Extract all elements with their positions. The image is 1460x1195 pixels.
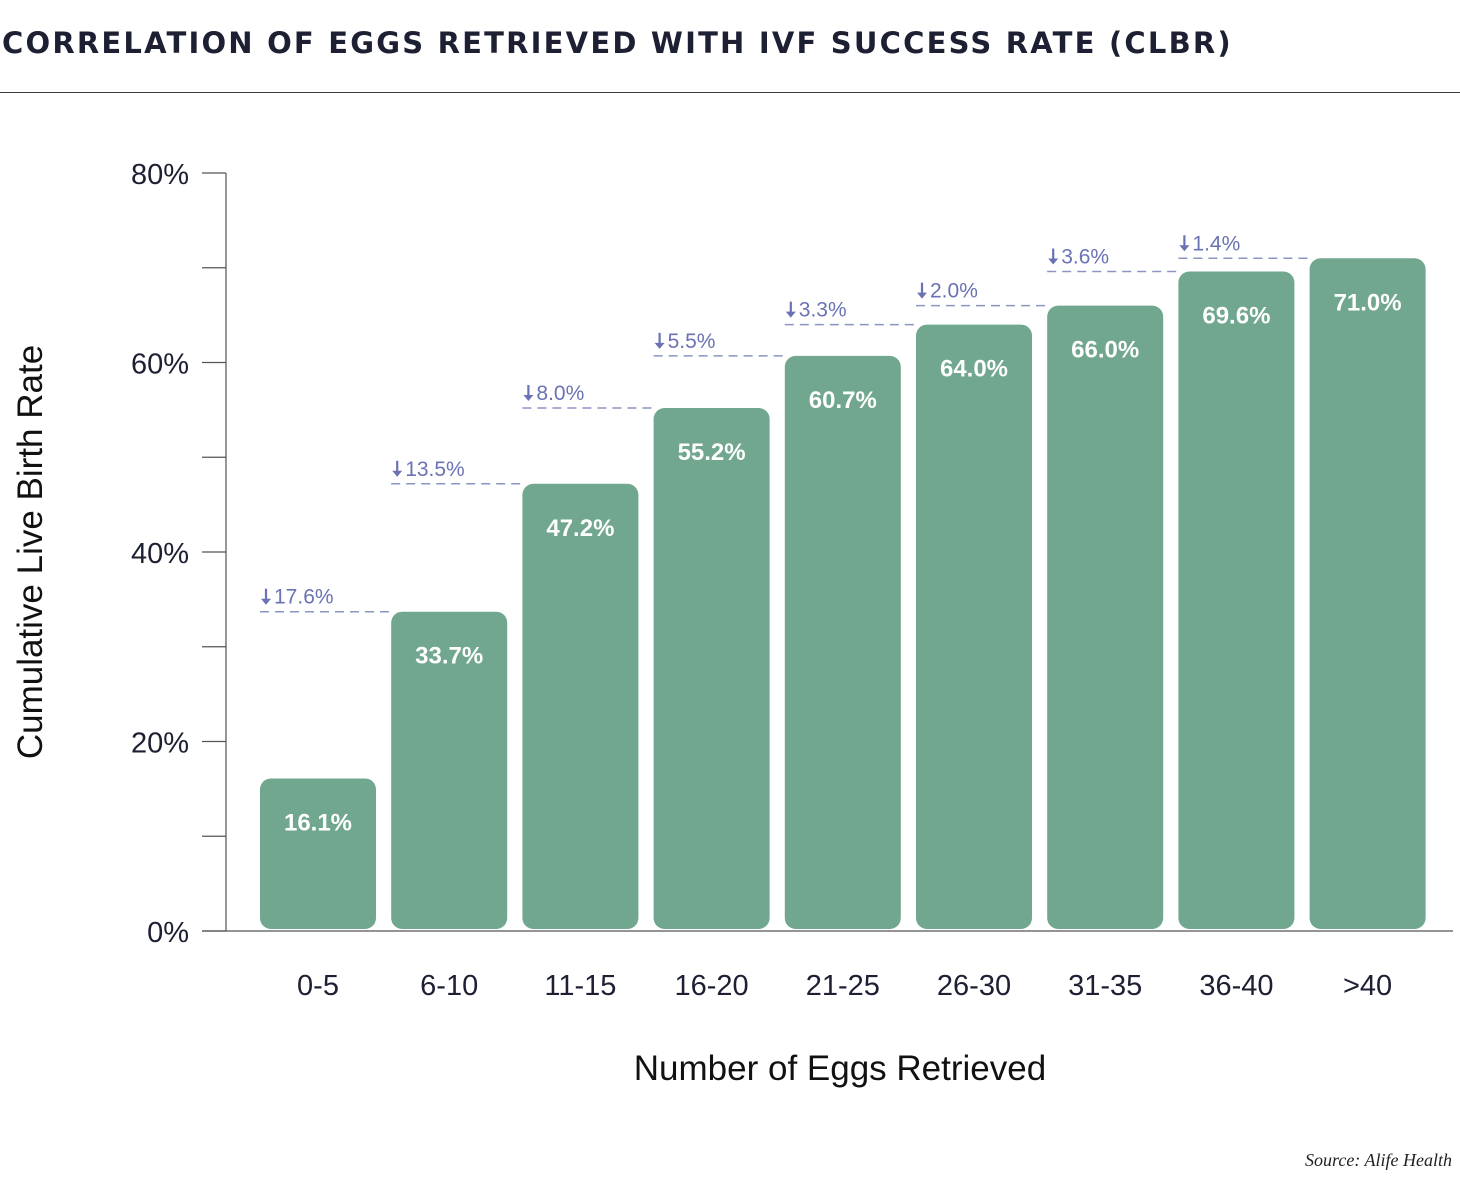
down-arrow-icon — [392, 460, 403, 477]
bars: 16.1% 33.7% 47.2% 55.2% 60.7% 64.0% 66.0% 69.6%… — [260, 258, 1426, 930]
bar-value-label: 55.2% — [678, 439, 746, 466]
bar-0-5 — [260, 778, 376, 929]
x-tick-label: 21-25 — [806, 970, 880, 1002]
down-arrow-icon — [1048, 248, 1059, 265]
bar-value-label: 16.1% — [284, 809, 352, 836]
gap-annotation-label: 13.5% — [405, 458, 465, 481]
gap-annotation-label: 5.5% — [668, 330, 716, 353]
bar-26-30 — [916, 324, 1032, 930]
bar-value-label: 33.7% — [415, 643, 483, 670]
x-tick-label: 26-30 — [937, 970, 1011, 1002]
bar-11-15 — [522, 483, 639, 929]
y-tick-label: 0% — [147, 917, 189, 949]
y-tick-label: 40% — [131, 538, 189, 570]
gap-annotation-label: 8.0% — [536, 382, 584, 405]
source-note: Source: Alife Health — [1305, 1150, 1452, 1170]
down-arrow-icon — [785, 301, 796, 318]
gap-annotation-label: 3.3% — [799, 299, 847, 322]
x-tick-label: 0-5 — [297, 970, 339, 1002]
bar-6-10 — [391, 611, 508, 929]
y-tick-label: 60% — [131, 349, 189, 381]
bar-value-label: 71.0% — [1334, 289, 1402, 316]
bar-value-label: 47.2% — [546, 515, 614, 542]
y-tick-label: 80% — [131, 159, 189, 191]
x-tick-label: >40 — [1343, 970, 1392, 1002]
title-divider — [0, 92, 1460, 93]
down-arrow-icon — [261, 588, 271, 605]
bar-21-25 — [784, 355, 901, 929]
y-tick-label: 20% — [131, 728, 189, 760]
down-arrow-icon — [523, 384, 534, 401]
bar-36-40 — [1178, 271, 1295, 929]
x-tick-label: 31-35 — [1068, 970, 1142, 1002]
down-arrow-icon — [917, 282, 927, 299]
x-tick-label: 16-20 — [675, 970, 749, 1002]
x-axis-title: Number of Eggs Retrieved — [634, 1049, 1046, 1088]
x-axis: 0-5 6-10 11-15 16-20 21-25 26-30 31-35 36-40 >40 — [202, 930, 1453, 1002]
x-tick-label: 6-10 — [420, 970, 478, 1002]
bar-value-label: 69.6% — [1202, 303, 1270, 330]
gap-annotation-label: 3.6% — [1061, 246, 1109, 269]
gap-annotation-label: 1.4% — [1192, 232, 1240, 255]
y-axis: 0% 20% 40% 60% 80% — [131, 159, 227, 949]
down-arrow-icon — [654, 332, 665, 349]
gap-annotation-label: 2.0% — [930, 280, 978, 303]
bar-value-label: 60.7% — [809, 387, 877, 414]
bar-value-label: 66.0% — [1071, 337, 1139, 364]
bar-value-label: 64.0% — [940, 356, 1008, 383]
gap-annotation-label: 17.6% — [274, 586, 334, 609]
x-tick-label: 11-15 — [544, 970, 616, 1002]
down-arrow-icon — [1179, 235, 1190, 252]
x-tick-label: 36-40 — [1199, 970, 1273, 1002]
bar-16-20 — [653, 407, 770, 930]
y-axis-title: Cumulative Live Birth Rate — [11, 345, 50, 759]
bar->40 — [1309, 258, 1426, 929]
bar-31-35 — [1047, 305, 1164, 929]
gap-annotations: 17.6% 13.5% 8.0% 5.5% 3.3% 2.0% 3.6% 1.4% — [260, 232, 1310, 613]
chart-title: CORRELATION OF EGGS RETRIEVED WITH IVF S… — [2, 26, 1233, 60]
